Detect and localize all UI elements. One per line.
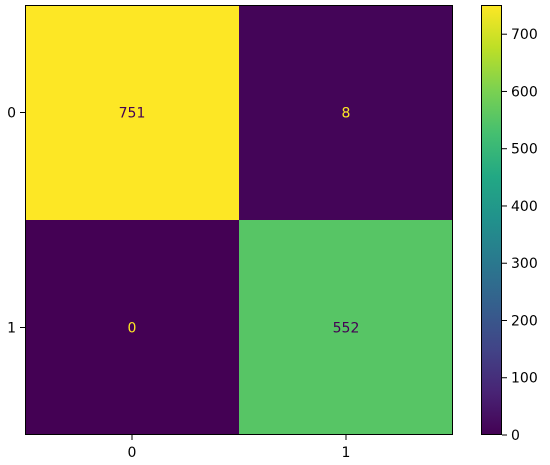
y-tick-label-1: 1 (7, 321, 16, 337)
colorbar-tick-label-6: 600 (511, 84, 538, 100)
colorbar-tick-label-4: 400 (511, 199, 538, 215)
colorbar-gradient (481, 5, 502, 435)
cell-r0-c1 (239, 5, 453, 220)
colorbar-frame (481, 5, 502, 435)
x-tick-label-1: 1 (342, 445, 351, 461)
cell-label-r1-c1: 552 (333, 321, 360, 337)
colorbar-tick-label-3: 300 (511, 256, 538, 272)
colorbar-tick-label-0: 0 (511, 428, 520, 444)
y-tick-label-0: 0 (7, 106, 16, 122)
plot-frame (25, 5, 453, 435)
cell-label-r0-c1: 8 (342, 106, 351, 122)
cell-r0-c0 (25, 5, 239, 220)
cell-label-r0-c0: 751 (119, 106, 146, 122)
x-tick-label-0: 0 (128, 445, 137, 461)
colorbar-tick-label-5: 500 (511, 142, 538, 158)
heatmap-area: 751 8 0 552 0 1 0 1 (7, 5, 453, 461)
colorbar-tick-label-7: 700 (511, 27, 538, 43)
cell-r1-c1 (239, 220, 453, 435)
cell-r1-c0 (25, 220, 239, 435)
colorbar: 0 100 200 300 400 500 600 700 (481, 5, 538, 444)
colorbar-tick-label-1: 100 (511, 371, 538, 387)
colorbar-tick-label-2: 200 (511, 313, 538, 329)
cell-label-r1-c0: 0 (128, 321, 137, 337)
